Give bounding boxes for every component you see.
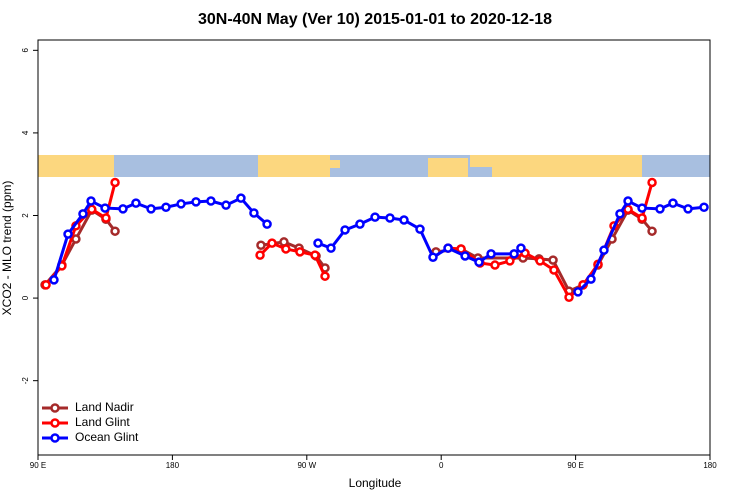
- map-strip: [38, 155, 710, 177]
- legend-label: Land Glint: [75, 415, 130, 429]
- legend-label: Land Nadir: [75, 400, 134, 414]
- point: [281, 244, 291, 254]
- x-tick-label: 0: [439, 461, 444, 470]
- point: [370, 212, 380, 222]
- x-tick-label: 180: [703, 461, 717, 470]
- point: [456, 244, 466, 254]
- point: [486, 249, 496, 259]
- point: [355, 219, 365, 229]
- point: [385, 213, 395, 223]
- y-axis-label: XCO2 - MLO trend (ppm): [0, 181, 14, 316]
- point: [516, 243, 526, 253]
- point: [295, 247, 305, 257]
- point: [87, 204, 97, 215]
- legend-marker: [50, 403, 60, 413]
- point: [262, 219, 272, 229]
- point: [474, 257, 484, 267]
- point: [637, 213, 647, 223]
- point: [221, 200, 231, 210]
- point: [505, 256, 515, 266]
- point: [509, 249, 519, 259]
- point: [428, 252, 438, 262]
- point: [267, 238, 277, 248]
- chart-title: 30N-40N May (Ver 10) 2015-01-01 to 2020-…: [198, 11, 552, 28]
- point: [63, 229, 73, 239]
- y-tick-label: 6: [21, 48, 30, 53]
- legend-marker: [50, 418, 60, 428]
- point: [161, 202, 171, 212]
- point: [49, 275, 59, 285]
- plot-frame: [37, 39, 711, 456]
- point: [399, 215, 409, 225]
- point: [683, 204, 693, 214]
- point: [490, 260, 500, 270]
- point: [623, 196, 633, 206]
- y-tick-label: 4: [21, 130, 30, 135]
- x-tick-label: 90 E: [30, 461, 46, 470]
- point: [110, 226, 120, 236]
- point: [699, 202, 709, 212]
- point: [256, 240, 266, 250]
- point: [320, 271, 330, 281]
- y-tick-label: 0: [21, 295, 30, 300]
- x-tick-label: 180: [166, 461, 180, 470]
- point: [340, 225, 350, 235]
- point: [118, 204, 128, 214]
- point: [443, 243, 453, 253]
- point: [326, 243, 336, 253]
- point: [206, 196, 216, 206]
- point: [647, 177, 657, 188]
- point: [236, 193, 246, 203]
- point: [615, 209, 625, 219]
- series-line: [43, 207, 654, 294]
- point: [586, 274, 596, 284]
- point: [255, 250, 265, 260]
- point: [146, 204, 156, 214]
- point: [86, 196, 96, 206]
- point: [191, 197, 201, 207]
- x-axis-label: Longitude: [349, 476, 402, 490]
- point: [668, 198, 678, 208]
- point: [647, 226, 657, 236]
- point: [415, 224, 425, 234]
- point: [110, 177, 120, 188]
- point: [41, 280, 51, 290]
- x-tick-label: 90 E: [567, 461, 583, 470]
- point: [176, 199, 186, 209]
- point: [131, 198, 141, 208]
- point: [637, 203, 647, 213]
- point: [100, 203, 110, 213]
- point: [599, 245, 609, 255]
- point: [655, 204, 665, 214]
- legend-label: Ocean Glint: [75, 430, 139, 444]
- point: [564, 292, 574, 303]
- y-tick-label: 2: [21, 213, 30, 218]
- point: [78, 209, 88, 219]
- point: [460, 251, 470, 261]
- x-tick-label: 90 W: [297, 461, 316, 470]
- y-tick-label: -2: [21, 377, 30, 385]
- point: [313, 238, 323, 248]
- legend-marker: [50, 433, 60, 443]
- point: [101, 213, 111, 223]
- point: [573, 287, 583, 297]
- point: [310, 250, 320, 260]
- point: [549, 265, 559, 275]
- point: [535, 256, 545, 266]
- point: [249, 208, 259, 218]
- point: [548, 255, 558, 265]
